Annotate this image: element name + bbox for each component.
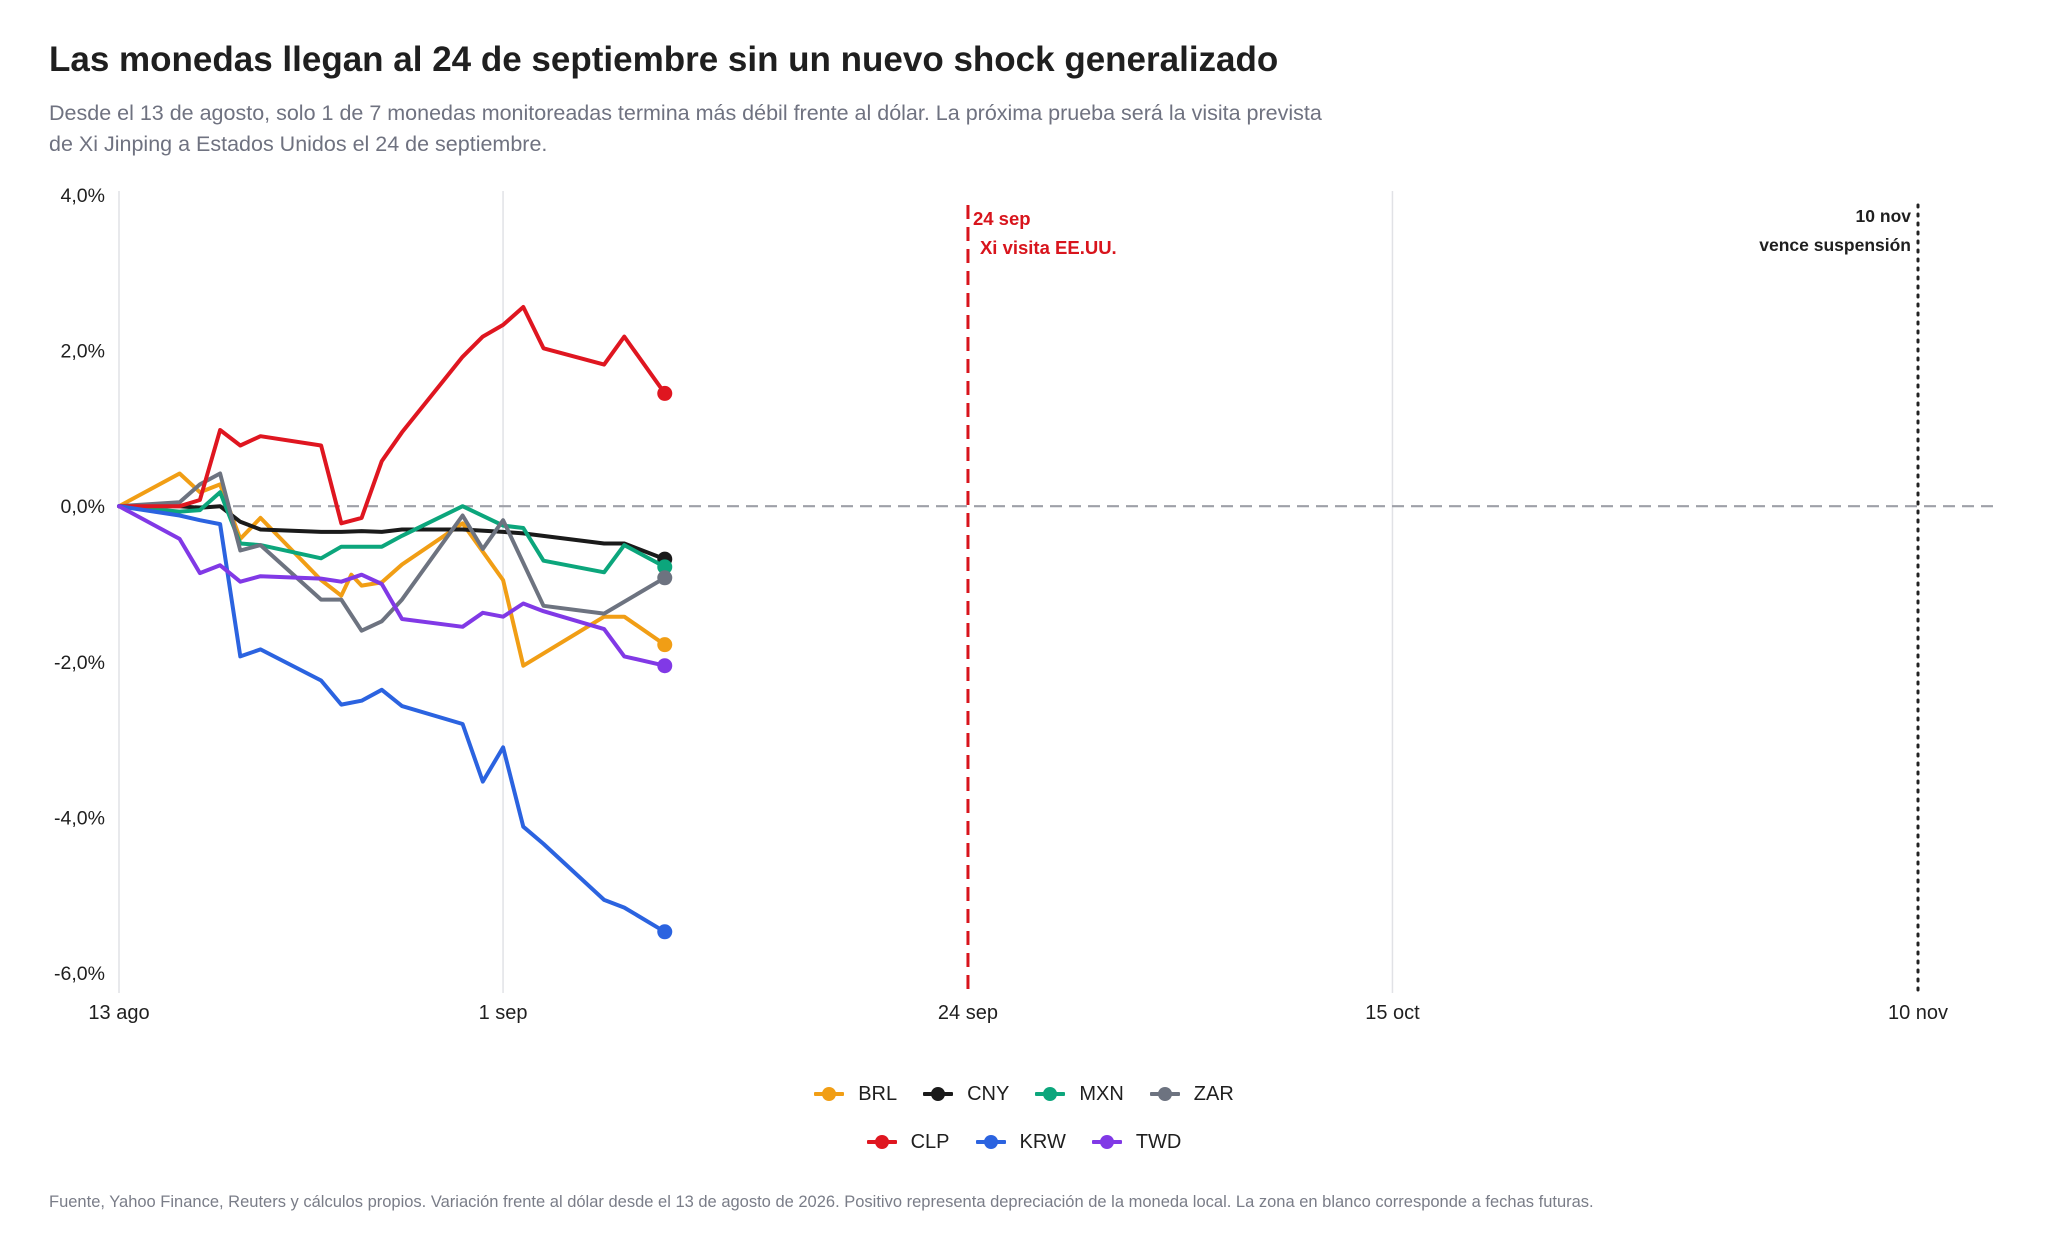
legend-item-krw: KRW [975,1130,1066,1154]
legend-label: MXN [1079,1082,1124,1105]
series-end-point-mxn [657,559,673,575]
legend-item-clp: CLP [866,1130,950,1154]
legend-label: KRW [1019,1130,1066,1153]
y-tick-label: 4,0% [61,185,105,207]
suspension-annotation-date: 10 nov [1856,206,1912,226]
x-tick-label: 24 sep [938,1002,998,1024]
series-line-krw [117,504,667,934]
legend-swatch [923,1087,954,1101]
series-line-brl [117,471,667,668]
legend-swatch [814,1087,845,1101]
series-line-cny [117,504,667,562]
legend-label: TWD [1135,1130,1182,1153]
series-line-mxn [117,490,667,575]
xi-visit-annotation-date: 24 sep [973,208,1031,229]
legend-label: ZAR [1193,1082,1234,1105]
legend-item-zar: ZAR [1149,1082,1234,1106]
legend-item-twd: TWD [1091,1130,1182,1154]
chart-title: Las monedas llegan al 24 de septiembre s… [49,40,1279,79]
chart-subtitle: Desde el 13 de agosto, solo 1 de 7 moned… [49,101,1322,156]
series-end-point-krw [657,924,673,940]
legend-row: CLP KRW TWD [0,1118,2048,1166]
series-line-zar [117,471,667,633]
x-tick-label: 15 oct [1365,1002,1420,1024]
series-end-point-clp [657,385,673,401]
y-tick-label: 2,0% [61,341,105,363]
series-line-clp [117,305,667,526]
legend-swatch [1035,1087,1066,1101]
xi-visit-annotation-text: Xi visita EE.UU. [980,237,1117,258]
x-tick-label: 10 nov [1888,1002,1948,1024]
legend-item-cny: CNY [923,1083,1009,1106]
x-tick-label: 13 ago [88,1002,149,1024]
x-tick-label: 1 sep [479,1002,528,1024]
legend-label: CNY [967,1082,1010,1105]
legend-swatch [975,1135,1006,1149]
legend-item-mxn: MXN [1035,1082,1124,1106]
legend-swatch [1091,1135,1122,1149]
series-end-point-zar [657,570,673,586]
chart-footer: Fuente, Yahoo Finance, Reuters y cálculo… [49,1193,1594,1211]
legend-label: CLP [910,1130,950,1153]
series-line-twd [117,504,667,668]
legend-row: BRL CNY MXN ZAR [0,1070,2048,1118]
y-tick-label: -4,0% [54,807,105,829]
legend-item-brl: BRL [814,1083,897,1106]
y-tick-label: -6,0% [54,963,105,985]
legend-label: BRL [858,1082,898,1105]
chart-legend: BRL CNY MXN ZAR CLP KRW TWD [0,1070,2048,1166]
y-tick-label: 0,0% [61,496,105,518]
legend-swatch [866,1135,897,1149]
y-tick-label: -2,0% [54,652,105,674]
series-end-point-brl [657,637,673,653]
series-end-point-twd [657,658,673,674]
suspension-annotation-text: vence suspensión [1759,235,1911,255]
legend-swatch [1149,1087,1180,1101]
